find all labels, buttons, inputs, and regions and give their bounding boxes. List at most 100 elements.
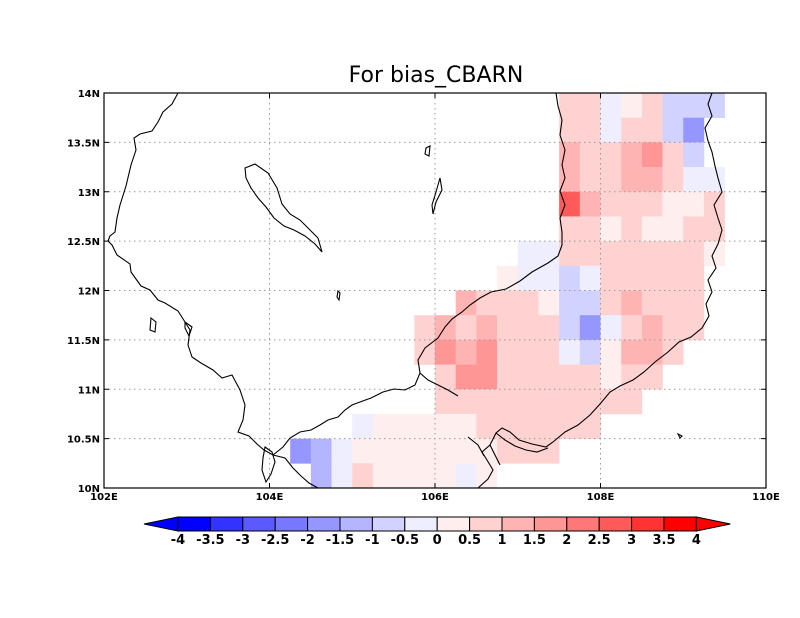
- bias-cell: [683, 265, 705, 291]
- bias-cell: [414, 438, 436, 464]
- bias-cell: [641, 265, 663, 291]
- bias-cell: [621, 315, 643, 341]
- bias-cell: [621, 216, 643, 242]
- island-north-river: [431, 177, 443, 215]
- colorbar-swatch: [177, 516, 211, 532]
- bias-cell: [703, 241, 725, 267]
- bias-cell: [621, 191, 643, 217]
- bias-cell: [414, 463, 436, 489]
- bias-cell: [662, 290, 684, 316]
- bias-cell: [641, 364, 663, 390]
- bias-cell: [621, 339, 643, 365]
- colorbar-swatch: [436, 516, 471, 532]
- bias-cell: [600, 389, 622, 415]
- bias-cell: [641, 191, 663, 217]
- bias-cell: [393, 413, 415, 439]
- island-north-small: [424, 145, 431, 157]
- bias-cell: [621, 93, 643, 118]
- bias-cell: [455, 339, 477, 365]
- bias-cell: [579, 315, 601, 341]
- bias-cell: [559, 364, 581, 390]
- coastline-mekong-delta: [272, 372, 549, 489]
- bias-cell: [538, 364, 560, 390]
- bias-cell: [352, 463, 374, 489]
- colorbar: -4 -3.5 -3 -2.5 -2 -1.5 -1 -0.5 0 0.5 1 1.5 2 2.5 3 3.5…: [143, 516, 731, 548]
- bias-cell: [579, 290, 601, 316]
- colorbar-low-arrow: [143, 516, 179, 532]
- bias-cell: [435, 463, 456, 489]
- bias-cell: [290, 438, 312, 464]
- bias-cell: [559, 339, 581, 365]
- bias-cell: [517, 265, 539, 291]
- bias-cell: [600, 364, 622, 390]
- bias-cell: [538, 413, 560, 439]
- bias-cell: [435, 364, 456, 390]
- bias-cell: [621, 117, 643, 143]
- colorbar-swatch: [307, 516, 341, 532]
- coastline-layer: [107, 92, 723, 489]
- bias-cell: [579, 142, 601, 168]
- bias-cell: [476, 413, 498, 439]
- bias-cell: [497, 413, 519, 439]
- bias-cell: [435, 413, 456, 439]
- bias-cell: [517, 241, 539, 267]
- island-small-west: [184, 320, 193, 338]
- colorbar-label: -4: [171, 533, 185, 548]
- bias-cell: [600, 339, 622, 365]
- bias-cell: [310, 463, 332, 489]
- bias-cell: [579, 241, 601, 267]
- tonle-sap-lake: [244, 163, 323, 253]
- bias-cell: [641, 241, 663, 267]
- y-tick-label: 10N: [78, 484, 100, 495]
- bias-cell: [600, 216, 622, 242]
- bias-cell: [331, 438, 353, 464]
- bias-cell: [621, 142, 643, 168]
- bias-cell: [579, 93, 601, 118]
- bias-cell: [641, 216, 663, 242]
- bias-cell: [703, 93, 725, 118]
- colorbar-label: 1.5: [523, 533, 546, 548]
- colorbar-swatch: [663, 516, 697, 532]
- bias-cell: [559, 167, 581, 193]
- bias-cell: [435, 389, 456, 415]
- bias-cell: [621, 290, 643, 316]
- bias-cell: [497, 290, 519, 316]
- bias-cell: [579, 167, 601, 193]
- x-tick-label: 108E: [587, 492, 615, 503]
- bias-cell: [559, 93, 581, 118]
- bias-cell: [621, 389, 643, 415]
- bias-cell: [559, 389, 581, 415]
- bias-cell: [476, 364, 498, 390]
- bias-cell: [538, 389, 560, 415]
- bias-cell: [414, 315, 436, 341]
- bias-cell: [414, 413, 436, 439]
- bias-cell: [600, 241, 622, 267]
- x-tick-label: 104E: [256, 492, 284, 503]
- bias-cell: [662, 315, 684, 341]
- bias-cell: [641, 93, 663, 118]
- bias-cell: [579, 364, 601, 390]
- bias-cell: [579, 117, 601, 143]
- bias-cell: [662, 167, 684, 193]
- colorbar-swatch: [566, 516, 600, 532]
- bias-cell: [538, 339, 560, 365]
- colorbar-swatch: [339, 516, 373, 532]
- bias-cell: [683, 315, 705, 341]
- bias-cell: [662, 117, 684, 143]
- bias-cell: [621, 364, 643, 390]
- bias-cell: [579, 413, 601, 439]
- island-east-small: [676, 432, 683, 439]
- bias-cell: [662, 241, 684, 267]
- bias-cell: [455, 364, 477, 390]
- bias-cell: [559, 290, 581, 316]
- colorbar-swatch: [631, 516, 665, 532]
- bias-cell: [455, 413, 477, 439]
- y-tick-label: 12N: [78, 287, 100, 298]
- bias-cell: [600, 315, 622, 341]
- bias-cell: [683, 191, 705, 217]
- bias-cell: [414, 339, 436, 365]
- bias-cell: [517, 413, 539, 439]
- bias-cell: [331, 463, 353, 489]
- bias-cell: [393, 438, 415, 464]
- bias-cell: [600, 191, 622, 217]
